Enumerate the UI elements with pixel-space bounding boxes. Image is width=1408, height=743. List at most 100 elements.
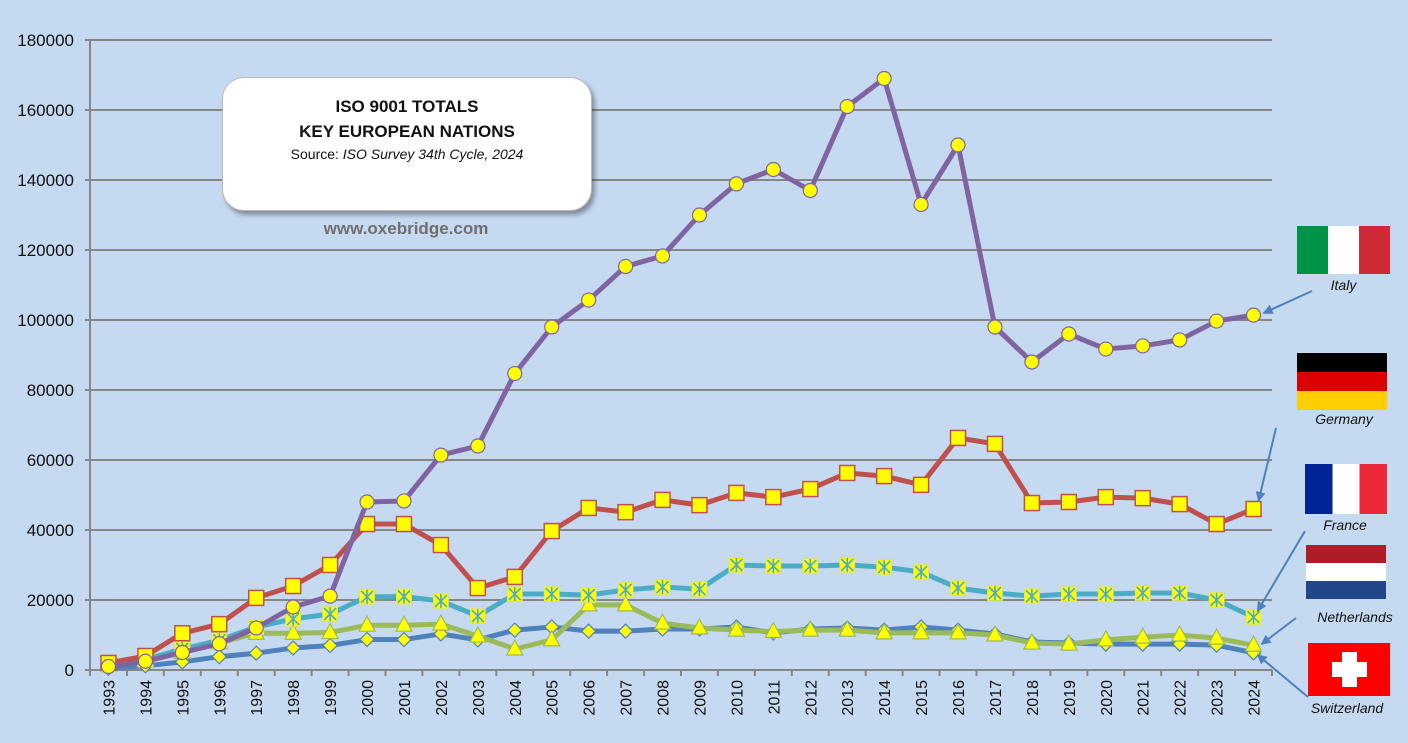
marker-asterisk	[619, 582, 633, 597]
data-point-netherlands	[431, 613, 450, 631]
data-point-netherlands	[321, 622, 340, 640]
x-tick-label: 2005	[545, 680, 562, 716]
netherlands-flag-icon	[1306, 545, 1386, 599]
data-point-netherlands	[505, 638, 524, 656]
y-tick-label: 60000	[27, 451, 74, 470]
data-point-france	[876, 559, 893, 575]
data-point-netherlands	[690, 617, 709, 635]
data-point-switzerland	[506, 622, 523, 638]
data-point-switzerland	[248, 645, 265, 662]
data-point-germany	[543, 522, 560, 540]
data-point-italy	[100, 658, 117, 675]
chart-title-line-1: ISO 9001 TOTALS	[335, 97, 479, 116]
data-point-italy	[396, 493, 412, 509]
data-point-france	[654, 579, 671, 595]
y-tick-label: 80000	[27, 381, 74, 400]
marker-asterisk	[582, 588, 596, 603]
data-point-france	[1024, 588, 1040, 605]
marker-asterisk	[840, 558, 854, 572]
data-point-netherlands	[1170, 624, 1189, 642]
data-point-germany	[728, 484, 745, 502]
data-point-italy	[1024, 354, 1040, 370]
marker-asterisk	[508, 587, 522, 602]
marker-asterisk	[729, 558, 743, 572]
data-point-netherlands	[985, 624, 1004, 642]
y-axis-tick-labels: 0 20000 40000 60000 80000 100000 120000 140000 1…	[17, 31, 74, 680]
x-tick-label: 1997	[249, 680, 266, 716]
data-point-switzerland	[359, 631, 375, 648]
legend-label-italy: Italy	[1330, 277, 1357, 293]
data-point-italy	[839, 98, 855, 115]
data-point-netherlands	[949, 622, 968, 640]
marker-asterisk	[951, 581, 965, 596]
source-name: ISO Survey 34th Cycle, 2024	[342, 146, 524, 162]
data-point-italy	[950, 137, 966, 153]
data-point-france	[1097, 586, 1114, 602]
data-point-germany	[986, 435, 1004, 453]
data-point-italy	[876, 70, 892, 87]
data-point-germany	[1245, 500, 1262, 518]
x-tick-label: 2008	[656, 680, 673, 716]
data-point-france	[1134, 585, 1151, 601]
data-point-italy	[359, 494, 375, 510]
data-point-italy	[1098, 341, 1114, 357]
chart-title-box: ISO 9001 TOTALS KEY EUROPEAN NATIONS Sou…	[222, 77, 592, 211]
data-point-france	[1245, 609, 1262, 626]
x-tick-label: 2018	[1025, 680, 1042, 716]
data-point-switzerland	[396, 631, 412, 648]
series-switzerland	[100, 619, 1262, 677]
data-point-netherlands	[875, 622, 894, 640]
data-point-italy	[581, 292, 597, 308]
data-point-germany	[211, 615, 228, 633]
marker-asterisk	[1136, 586, 1150, 600]
marker-asterisk	[914, 565, 928, 579]
data-point-france	[913, 564, 929, 580]
italy-flag-icon	[1297, 226, 1390, 274]
series-netherlands	[99, 594, 1263, 672]
data-point-italy	[617, 258, 634, 275]
x-tick-label: 2021	[1136, 680, 1153, 716]
marker-asterisk	[1210, 593, 1224, 607]
arrow-switzerland	[1256, 654, 1309, 698]
arrow-france	[1256, 530, 1306, 613]
data-point-netherlands	[468, 625, 487, 643]
x-tick-label: 1998	[286, 680, 303, 716]
data-point-switzerland	[580, 623, 597, 639]
data-point-germany	[469, 579, 487, 597]
x-tick-label: 2000	[360, 680, 377, 716]
data-point-germany	[1171, 495, 1188, 513]
france-flag-icon	[1305, 464, 1387, 514]
data-point-netherlands	[579, 594, 598, 612]
data-point-italy	[433, 447, 449, 463]
legend-label-switzerland: Switzerland	[1310, 700, 1384, 716]
legend-label-germany: Germany	[1315, 411, 1373, 427]
marker-asterisk	[1025, 589, 1039, 604]
data-point-france	[950, 580, 966, 596]
series-germany	[100, 429, 1262, 672]
x-tick-label: 2001	[397, 680, 414, 716]
y-tick-label: 0	[65, 661, 74, 680]
x-tick-label: 2013	[840, 680, 857, 716]
data-point-netherlands	[1244, 634, 1263, 652]
data-point-germany	[432, 536, 450, 554]
data-point-germany	[1097, 488, 1115, 506]
data-point-france	[433, 593, 449, 609]
data-point-netherlands	[912, 622, 931, 640]
x-tick-label: 2024	[1247, 680, 1264, 716]
data-point-netherlands	[1059, 633, 1078, 651]
x-tick-label: 2010	[729, 680, 746, 716]
data-point-france	[543, 586, 560, 602]
x-axis-tick-labels: 1993 1994 1995 1996 1997 1998 1999 2000 2001 2002…	[101, 680, 1263, 716]
switzerland-flag-icon	[1308, 643, 1390, 696]
x-tick-label: 1999	[323, 680, 340, 716]
y-tick-label: 120000	[17, 241, 74, 260]
axes	[89, 40, 1273, 676]
marker-asterisk	[692, 582, 707, 597]
data-point-france	[617, 581, 634, 598]
data-point-germany	[395, 515, 413, 533]
data-point-switzerland	[211, 648, 228, 665]
marker-asterisk	[988, 586, 1002, 600]
marker-asterisk	[545, 587, 559, 602]
data-point-germany	[765, 488, 782, 506]
